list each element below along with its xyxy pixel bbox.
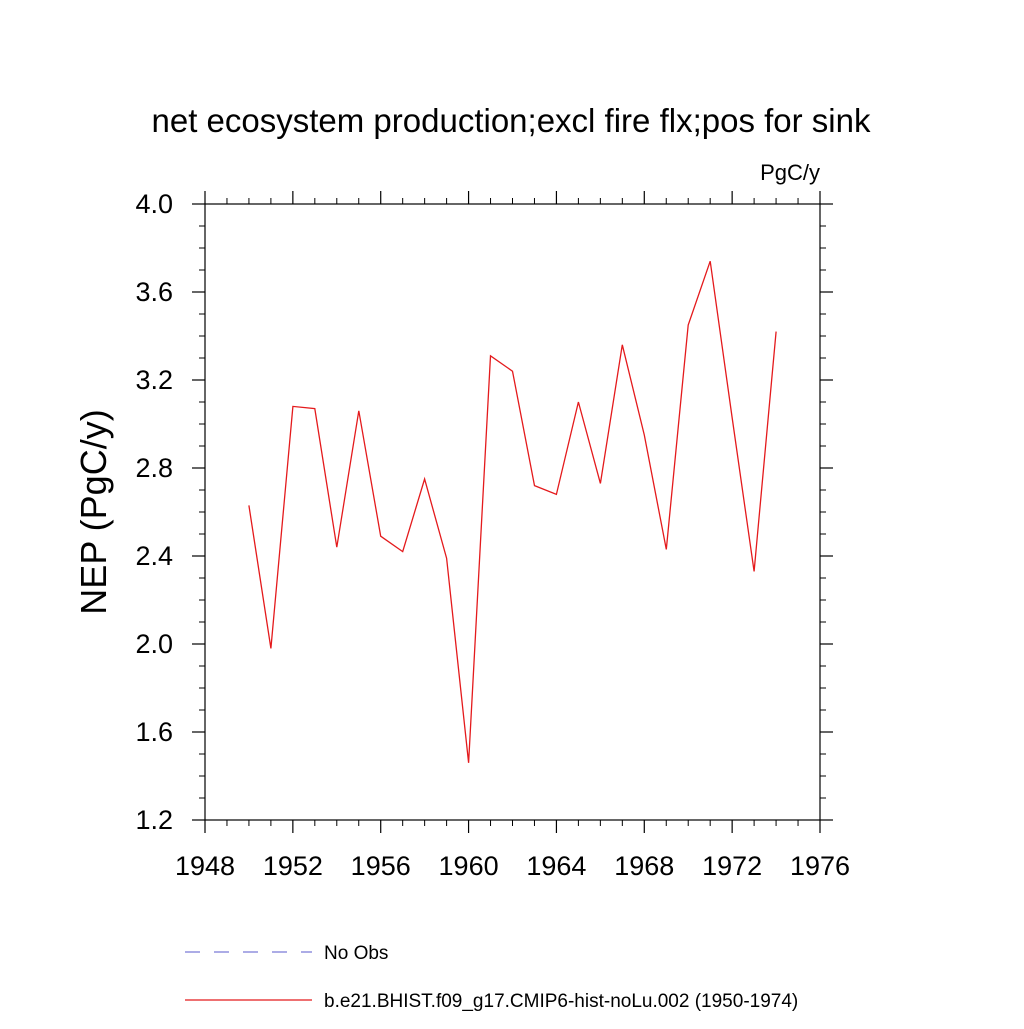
x-tick-label: 1976 xyxy=(790,851,850,881)
x-tick-label: 1972 xyxy=(702,851,762,881)
legend-label-0: No Obs xyxy=(324,943,388,964)
y-tick-label: 2.4 xyxy=(135,541,173,571)
plot-frame xyxy=(205,204,820,820)
series-line-1 xyxy=(249,261,776,763)
y-tick-label: 1.6 xyxy=(135,717,173,747)
data-series xyxy=(249,261,776,763)
units-label: PgC/y xyxy=(760,160,820,185)
x-tick-label: 1960 xyxy=(439,851,499,881)
legend-label-1: b.e21.BHIST.f09_g17.CMIP6-hist-noLu.002 … xyxy=(324,991,798,1012)
legend: No Obs b.e21.BHIST.f09_g17.CMIP6-hist-noL… xyxy=(185,943,798,1012)
y-tick-label: 3.2 xyxy=(135,365,173,395)
y-tick-label: 2.0 xyxy=(135,629,173,659)
y-tick-label: 4.0 xyxy=(135,189,173,219)
x-tick-label: 1964 xyxy=(526,851,586,881)
x-tick-label: 1948 xyxy=(175,851,235,881)
chart-title: net ecosystem production;excl fire flx;p… xyxy=(152,102,871,139)
x-tick-label: 1952 xyxy=(263,851,323,881)
x-tick-label: 1956 xyxy=(351,851,411,881)
y-tick-label: 1.2 xyxy=(135,805,173,835)
y-axis-label: NEP (PgC/y) xyxy=(73,409,114,614)
y-tick-label: 2.8 xyxy=(135,453,173,483)
axes: 1948 1952 1956 1960 1964 1968 1972 1976 4.0 3.6 3.… xyxy=(135,189,850,881)
y-tick-label: 3.6 xyxy=(135,277,173,307)
x-tick-label: 1968 xyxy=(614,851,674,881)
